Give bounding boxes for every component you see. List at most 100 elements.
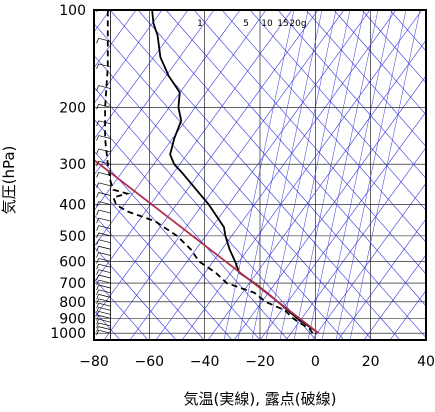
wind-barb-flag <box>96 326 99 332</box>
wind-barb <box>98 239 111 244</box>
wind-barb <box>98 37 111 42</box>
x-tick-label: −80 <box>79 354 109 370</box>
adiabat-line <box>94 10 293 283</box>
wind-barb-flag <box>96 209 99 216</box>
wind-barb-flag <box>96 264 99 270</box>
isotherm-line <box>193 10 426 275</box>
isotherm-line <box>361 10 426 84</box>
wind-barb <box>98 298 111 303</box>
wind-barb <box>98 148 111 153</box>
wind-barb <box>98 182 111 187</box>
wind-barb-flag <box>96 217 99 224</box>
wind-barb-flag <box>96 135 99 141</box>
wind-barb-flag <box>96 298 99 304</box>
wind-barb <box>98 318 111 323</box>
adiabat-line <box>94 10 267 248</box>
wind-barb <box>98 269 111 274</box>
mixing-ratio-line <box>251 10 323 340</box>
y-tick-label: 700 <box>59 276 86 292</box>
y-tick-label: 300 <box>59 157 86 173</box>
dewpoint-line <box>104 10 314 334</box>
mixing-ratio-label: 1 <box>197 19 203 29</box>
adiabat-line <box>363 254 426 340</box>
adiabat-line <box>285 146 426 340</box>
isotherm-line <box>94 246 177 340</box>
wind-barb <box>98 160 111 165</box>
temperature-line <box>151 10 320 334</box>
mixing-ratio-label: 20g <box>289 19 306 29</box>
y-tick-label: 800 <box>59 295 86 311</box>
mixing-ratio-label: 5 <box>243 19 249 29</box>
wind-barb-flag <box>96 322 99 329</box>
y-tick-label: 900 <box>59 311 86 327</box>
wind-barb-flag <box>96 232 99 239</box>
wind-barb <box>98 294 111 298</box>
mixing-ratio-line <box>321 10 393 340</box>
mixing-ratio-line <box>265 10 337 340</box>
isotherm-line <box>109 10 401 340</box>
adiabat-line <box>129 10 371 340</box>
wind-barb <box>98 135 111 139</box>
wind-barb-flag <box>96 311 99 317</box>
isotherm-line <box>94 150 261 340</box>
wind-barb <box>98 172 111 176</box>
x-tick-label: 40 <box>417 354 435 370</box>
wind-barb-flag <box>96 182 99 188</box>
isotherm-line <box>305 10 426 148</box>
wind-barb-flag <box>96 104 99 110</box>
wind-barb <box>98 217 111 222</box>
isotherm-line <box>94 182 233 340</box>
isotherm-line <box>137 10 426 339</box>
wind-barb <box>98 326 111 330</box>
wind-barb <box>98 284 111 289</box>
wind-barb-flag <box>96 319 99 325</box>
wind-barb <box>98 245 111 250</box>
y-axis-title: 気圧(hPa) <box>0 146 18 215</box>
wind-barb-flag <box>96 63 99 70</box>
wind-barb <box>98 263 111 268</box>
isotherm-line <box>94 23 373 340</box>
x-tick-label: −60 <box>135 354 165 370</box>
wind-barb-flag <box>96 289 99 295</box>
wind-barb <box>98 192 111 196</box>
wind-barb <box>98 201 111 205</box>
mixing-ratio-labels: 1 5 10 15 20g <box>197 19 306 29</box>
wind-barb <box>98 311 111 315</box>
mixing-ratio-label: 10 <box>261 19 273 29</box>
adiabat-line <box>94 10 163 105</box>
wind-barb-flag <box>96 120 99 126</box>
wind-barb <box>98 103 111 108</box>
x-tick-label: −40 <box>190 354 220 370</box>
wind-barb-flag <box>96 307 99 313</box>
wind-barb-flag <box>96 246 99 252</box>
wind-barb <box>98 302 111 307</box>
y-tick-label: 200 <box>59 100 86 116</box>
wind-barb-flag <box>96 269 99 275</box>
wind-barb <box>98 85 111 89</box>
mixing-ratio-line <box>293 10 365 340</box>
wind-barb <box>98 258 111 262</box>
wind-barb <box>98 225 111 230</box>
adiabat-line <box>311 182 426 340</box>
mixing-ratio-line <box>349 10 421 340</box>
wind-barb-flag <box>96 201 99 207</box>
y-tick-label: 600 <box>59 254 86 270</box>
isotherm-line <box>94 214 205 340</box>
wind-barb-flag <box>96 294 99 300</box>
x-tick-label: 0 <box>311 354 320 370</box>
wind-barb-flag <box>96 274 99 281</box>
wind-barb <box>98 274 111 279</box>
wind-barb-flag <box>96 239 99 245</box>
adiabat-line <box>337 218 426 340</box>
mixing-ratio-line <box>223 10 295 340</box>
y-tick-label: 500 <box>59 229 86 245</box>
wind-barb <box>98 289 111 294</box>
isotherm-line <box>94 118 289 340</box>
adiabat-line <box>103 10 345 340</box>
adiabat-line <box>155 10 397 340</box>
wind-barb-flag <box>96 172 99 178</box>
wind-barb-flag <box>96 330 99 336</box>
adiabat-line <box>94 10 189 140</box>
